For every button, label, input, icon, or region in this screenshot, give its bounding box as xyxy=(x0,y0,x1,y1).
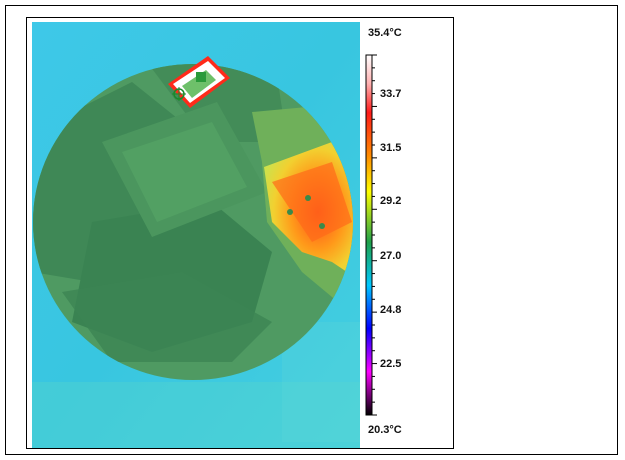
scale-max-label: 35.4°C xyxy=(368,27,402,39)
scale-min-label: 20.3°C xyxy=(368,424,402,436)
tick-label: 29.2 xyxy=(380,195,402,207)
color-bar xyxy=(365,54,377,416)
hot-component xyxy=(168,56,230,108)
tick-label: 33.7 xyxy=(380,88,402,100)
tick-label: 22.5 xyxy=(380,358,402,370)
tick-label: 27.0 xyxy=(380,250,402,262)
tick-label: 31.5 xyxy=(380,142,402,154)
temperature-scale: 35.4°C 33.7 31.5 29.2 27.0 24.8 22.5 20.… xyxy=(360,22,452,448)
tick-label: 24.8 xyxy=(380,304,402,316)
thermal-image xyxy=(32,22,360,448)
